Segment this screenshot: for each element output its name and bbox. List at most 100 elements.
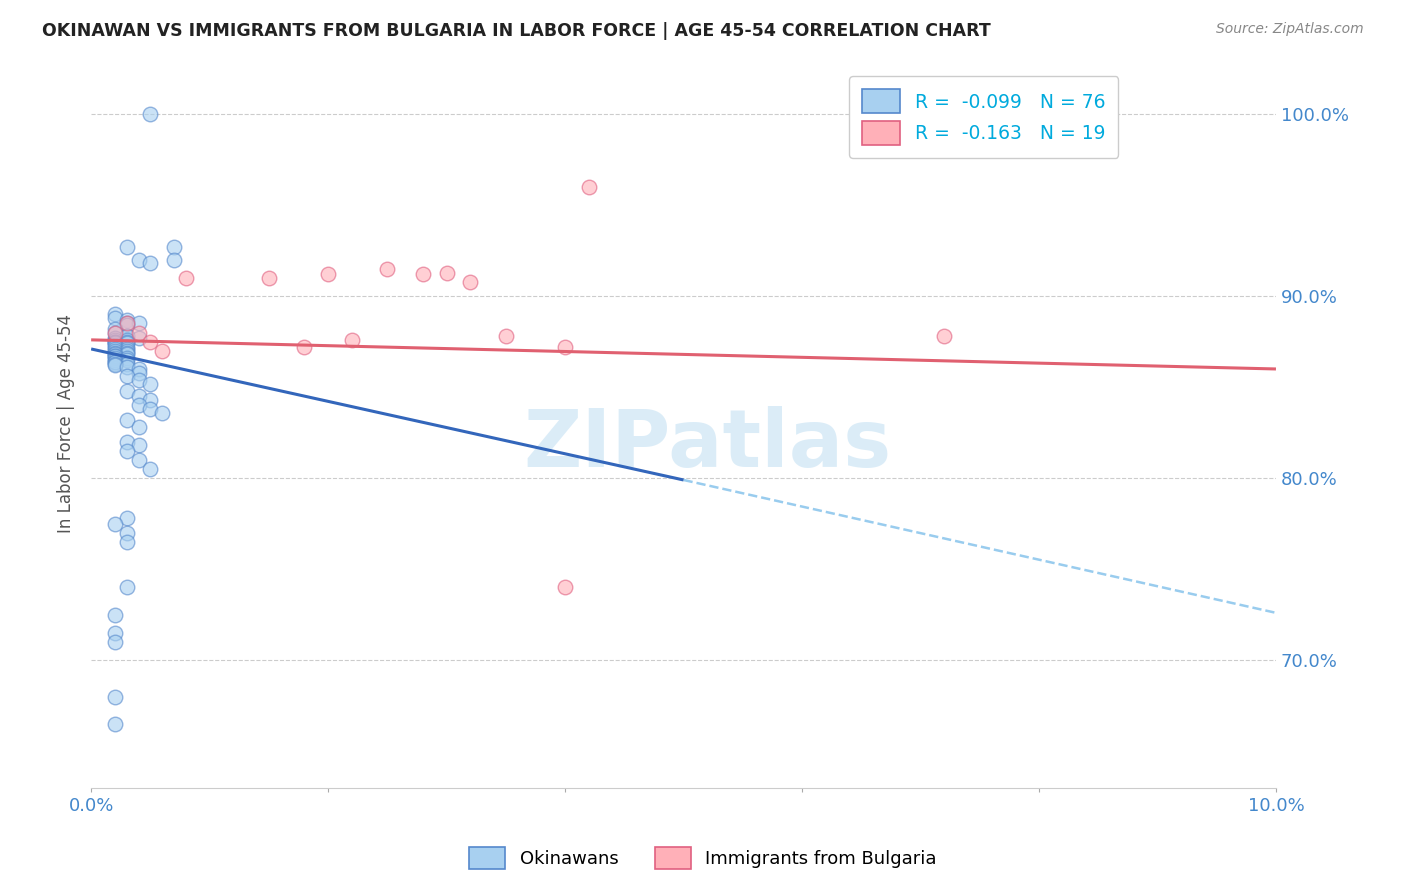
Point — [115, 336, 138, 351]
Point — [115, 313, 138, 327]
Point — [104, 354, 127, 368]
Point — [104, 326, 127, 340]
Point — [115, 333, 138, 347]
Point — [115, 369, 138, 384]
Point — [139, 392, 162, 407]
Point — [104, 326, 127, 340]
Point — [128, 373, 150, 387]
Point — [934, 329, 956, 343]
Point — [458, 275, 481, 289]
Point — [104, 311, 127, 326]
Point — [104, 340, 127, 354]
Point — [115, 340, 138, 354]
Point — [128, 438, 150, 452]
Point — [104, 334, 127, 349]
Point — [115, 413, 138, 427]
Point — [104, 334, 127, 349]
Point — [128, 389, 150, 403]
Point — [104, 322, 127, 336]
Point — [104, 716, 127, 731]
Point — [436, 266, 458, 280]
Point — [104, 607, 127, 622]
Point — [104, 351, 127, 365]
Point — [115, 384, 138, 398]
Text: ZIPatlas: ZIPatlas — [523, 407, 891, 484]
Y-axis label: In Labor Force | Age 45-54: In Labor Force | Age 45-54 — [58, 314, 75, 533]
Text: Source: ZipAtlas.com: Source: ZipAtlas.com — [1216, 22, 1364, 37]
Point — [104, 354, 127, 368]
Point — [128, 453, 150, 467]
Point — [163, 252, 186, 267]
Point — [115, 334, 138, 349]
Point — [139, 402, 162, 417]
Point — [139, 376, 162, 391]
Point — [115, 357, 138, 371]
Point — [495, 329, 517, 343]
Point — [115, 347, 138, 361]
Point — [104, 338, 127, 352]
Point — [115, 534, 138, 549]
Point — [104, 333, 127, 347]
Point — [115, 329, 138, 343]
Point — [115, 329, 138, 343]
Point — [128, 362, 150, 376]
Text: OKINAWAN VS IMMIGRANTS FROM BULGARIA IN LABOR FORCE | AGE 45-54 CORRELATION CHAR: OKINAWAN VS IMMIGRANTS FROM BULGARIA IN … — [42, 22, 991, 40]
Point — [377, 261, 399, 276]
Point — [578, 180, 600, 194]
Point — [115, 434, 138, 449]
Point — [104, 359, 127, 373]
Point — [115, 342, 138, 356]
Point — [104, 307, 127, 321]
Point — [104, 347, 127, 361]
Point — [115, 443, 138, 458]
Point — [115, 352, 138, 367]
Point — [115, 511, 138, 525]
Point — [150, 343, 173, 358]
Point — [412, 268, 434, 282]
Point — [128, 398, 150, 412]
Point — [128, 317, 150, 331]
Point — [115, 525, 138, 540]
Point — [115, 343, 138, 358]
Legend: R =  -0.099   N = 76, R =  -0.163   N = 19: R = -0.099 N = 76, R = -0.163 N = 19 — [849, 76, 1119, 158]
Point — [104, 625, 127, 640]
Point — [104, 516, 127, 531]
Point — [115, 318, 138, 333]
Point — [115, 317, 138, 331]
Point — [104, 345, 127, 359]
Point — [115, 580, 138, 594]
Point — [316, 268, 339, 282]
Point — [115, 360, 138, 375]
Point — [104, 342, 127, 356]
Point — [128, 326, 150, 340]
Point — [115, 240, 138, 254]
Point — [104, 336, 127, 351]
Point — [139, 462, 162, 476]
Point — [139, 256, 162, 270]
Point — [115, 317, 138, 331]
Point — [128, 420, 150, 434]
Point — [115, 345, 138, 359]
Point — [104, 331, 127, 345]
Legend: Okinawans, Immigrants from Bulgaria: Okinawans, Immigrants from Bulgaria — [460, 838, 946, 879]
Point — [257, 271, 280, 285]
Point — [554, 580, 576, 594]
Point — [104, 352, 127, 367]
Point — [139, 334, 162, 349]
Point — [104, 349, 127, 363]
Point — [115, 351, 138, 365]
Point — [294, 340, 316, 354]
Point — [128, 331, 150, 345]
Point — [554, 340, 576, 354]
Point — [174, 271, 197, 285]
Point — [104, 690, 127, 704]
Point — [163, 240, 186, 254]
Point — [139, 107, 162, 121]
Point — [104, 343, 127, 358]
Point — [340, 333, 363, 347]
Point — [104, 635, 127, 649]
Point — [104, 357, 127, 371]
Point — [150, 406, 173, 420]
Point — [128, 252, 150, 267]
Point — [128, 366, 150, 380]
